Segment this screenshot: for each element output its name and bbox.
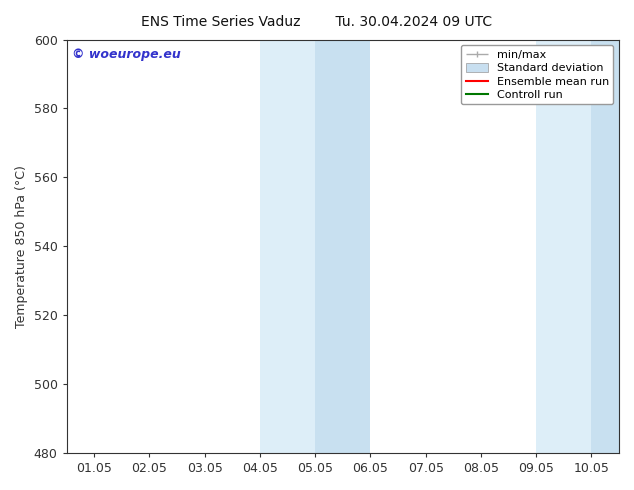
Y-axis label: Temperature 850 hPa (°C): Temperature 850 hPa (°C) <box>15 165 28 328</box>
Legend: min/max, Standard deviation, Ensemble mean run, Controll run: min/max, Standard deviation, Ensemble me… <box>461 45 614 104</box>
Bar <box>260 40 315 453</box>
Bar <box>536 40 592 453</box>
Bar <box>592 40 634 453</box>
Text: ENS Time Series Vaduz        Tu. 30.04.2024 09 UTC: ENS Time Series Vaduz Tu. 30.04.2024 09 … <box>141 15 493 29</box>
Text: © woeurope.eu: © woeurope.eu <box>72 48 181 61</box>
Bar <box>315 40 370 453</box>
